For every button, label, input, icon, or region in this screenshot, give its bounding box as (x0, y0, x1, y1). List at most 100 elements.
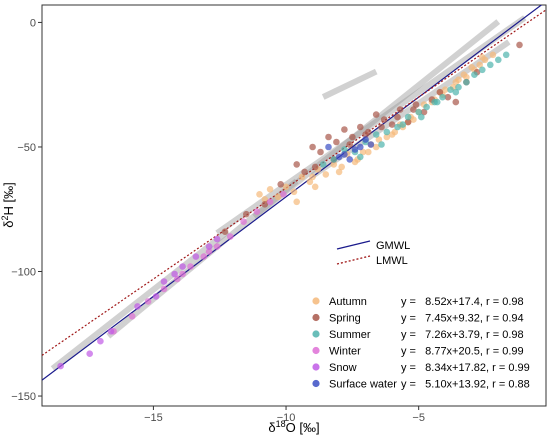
data-point-series5-7 (367, 141, 375, 148)
data-point-series1-6 (309, 143, 316, 151)
data-point-series1-12 (357, 123, 364, 131)
x-axis-title-main: δ (268, 420, 275, 435)
data-point-series4-1 (86, 350, 93, 358)
legend-marker-2 (312, 330, 320, 338)
data-point-series1-32 (378, 123, 385, 131)
data-point-series2-6 (383, 128, 391, 136)
data-point-series1-34 (410, 106, 417, 113)
data-point-series2-17 (479, 66, 486, 74)
data-point-series0-31 (489, 51, 497, 59)
legend-label-gmwl: GMWL (376, 240, 410, 252)
data-point-series1-28 (311, 163, 319, 171)
y-tick-label-2: −100 (11, 267, 36, 279)
data-point-series2-7 (394, 123, 401, 131)
data-point-series1-19 (412, 101, 420, 108)
data-point-series4-0 (57, 362, 64, 370)
data-point-series2-9 (415, 108, 423, 116)
data-point-series2-26 (452, 88, 460, 96)
data-point-series0-37 (410, 116, 417, 123)
data-point-series1-5 (301, 168, 308, 176)
regression-band-5 (321, 68, 378, 100)
data-point-series0-33 (311, 183, 319, 191)
data-point-series3-6 (200, 253, 208, 260)
data-point-series0-42 (309, 173, 316, 181)
data-point-series2-14 (455, 83, 462, 91)
data-point-series5-6 (362, 136, 369, 143)
data-point-series3-7 (213, 243, 221, 250)
data-point-series1-23 (444, 93, 452, 101)
data-point-series1-30 (346, 141, 354, 148)
data-point-series4-10 (205, 243, 213, 250)
legend-label-2: Summer (329, 329, 371, 341)
data-point-series4-8 (179, 263, 186, 270)
legend-label-5: Surface water (329, 379, 397, 391)
data-point-series1-7 (317, 148, 324, 156)
legend-equation-3: y = 8.77x+20.5, r = 0.99 (401, 346, 524, 358)
data-point-series4-4 (134, 303, 141, 310)
data-point-series0-15 (375, 136, 383, 143)
data-point-series2-20 (502, 51, 510, 59)
legend-label-0: Autumn (329, 296, 367, 308)
legend-equation-2: y = 7.26x+3.79, r = 0.98 (401, 329, 524, 341)
data-point-series5-2 (341, 151, 348, 158)
data-point-series0-9 (330, 161, 338, 168)
plot-frame (41, 4, 547, 407)
y-axis-title-sup: 2 (0, 215, 10, 220)
legend-marker-0 (312, 297, 320, 305)
data-point-series3-8 (227, 233, 234, 240)
data-point-series0-3 (282, 183, 290, 191)
data-point-series1-18 (404, 118, 412, 126)
data-point-series0-5 (298, 173, 306, 181)
legend-equation-1: y = 7.45x+9.32, r = 0.94 (401, 313, 524, 325)
data-point-series3-14 (205, 248, 213, 255)
data-point-series4-11 (213, 235, 221, 243)
regression-band-1 (215, 15, 527, 236)
data-point-series1-14 (372, 111, 380, 118)
regression-band-4 (50, 229, 230, 371)
data-point-series4-3 (107, 328, 115, 335)
y-axis-title: δ2H [‰] (0, 182, 16, 228)
data-point-series1-31 (362, 131, 369, 138)
data-point-series5-4 (351, 146, 359, 153)
data-point-series3-5 (187, 263, 194, 270)
data-point-series1-15 (380, 116, 388, 123)
y-tick-label-3: −150 (11, 391, 36, 403)
legend-label-1: Spring (329, 313, 361, 325)
data-point-series5-3 (346, 156, 354, 163)
data-point-series0-29 (476, 61, 484, 69)
legend: GMWL LMWL Autumn y = 8.52x+17.4, r = 0.98 Sp… (312, 240, 530, 391)
legend-marker-1 (312, 313, 320, 322)
data-point-series2-18 (487, 61, 494, 69)
data-point-series0-47 (479, 54, 486, 61)
data-point-series1-4 (293, 161, 301, 168)
data-point-series0-10 (335, 168, 343, 176)
data-point-series1-3 (277, 181, 285, 188)
data-point-series3-13 (179, 270, 186, 278)
data-point-series5-5 (357, 143, 364, 151)
data-point-series4-5 (152, 293, 160, 300)
data-point-series0-16 (383, 133, 391, 141)
data-point-series1-24 (452, 98, 460, 106)
data-point-series3-12 (280, 191, 287, 198)
data-point-series2-25 (433, 98, 441, 106)
data-point-series2-19 (495, 56, 502, 64)
legend-marker-3 (312, 346, 320, 355)
data-point-series1-2 (261, 201, 269, 208)
data-point-series2-1 (330, 156, 338, 163)
data-point-series2-5 (372, 131, 380, 138)
data-point-series2-10 (423, 103, 430, 111)
data-point-series0-24 (441, 86, 449, 93)
data-point-series2-21 (357, 153, 364, 161)
data-point-series2-13 (447, 86, 454, 93)
data-point-series3-3 (160, 285, 168, 293)
legend-line-gmwl (336, 240, 371, 250)
y-axis-title-main: δ (1, 221, 16, 228)
data-point-series1-10 (341, 126, 348, 133)
data-point-series1-9 (333, 138, 340, 146)
y-axis-title-rest: H [‰] (1, 182, 16, 215)
legend-label-lmwl: LMWL (376, 255, 408, 267)
data-point-series4-9 (192, 253, 200, 260)
x-axis-title-sup: 18 (276, 419, 286, 429)
